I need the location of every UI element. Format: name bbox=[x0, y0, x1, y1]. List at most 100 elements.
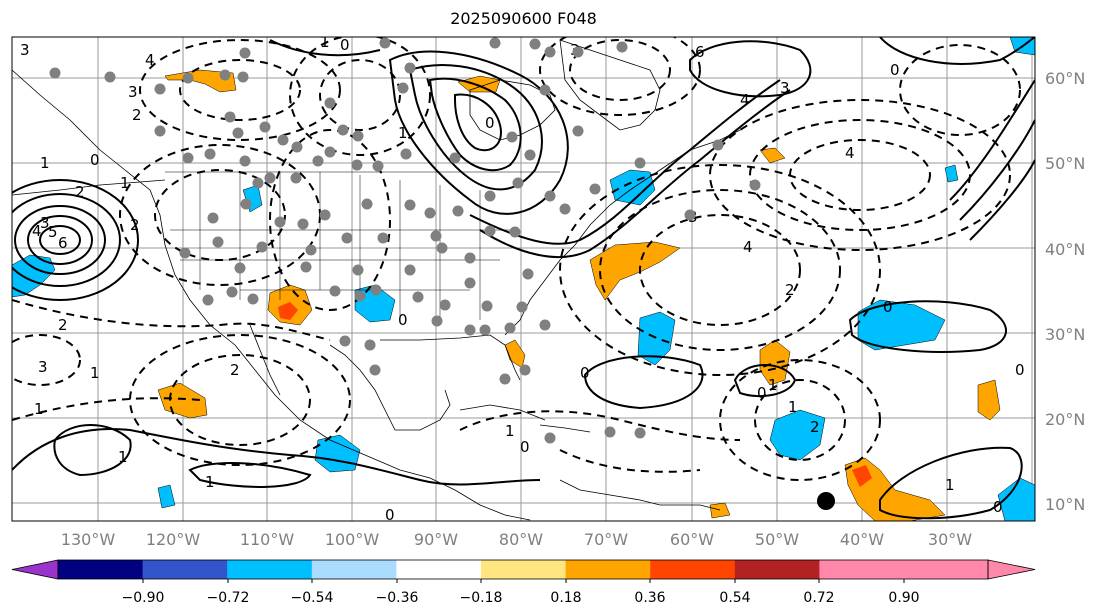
contour-label: 1 bbox=[768, 376, 778, 394]
station-marker bbox=[312, 155, 324, 167]
contour-label: 3 bbox=[40, 214, 50, 232]
station-marker bbox=[397, 82, 409, 94]
station-marker bbox=[239, 155, 251, 167]
contour-label: 1 bbox=[205, 473, 215, 491]
colorbar-segment bbox=[565, 560, 651, 579]
station-marker bbox=[372, 160, 384, 172]
station-marker bbox=[352, 130, 364, 142]
station-marker bbox=[452, 205, 464, 217]
cold-region bbox=[944, 164, 959, 183]
latitude-label: 50°N bbox=[1045, 154, 1085, 173]
storm-center-marker bbox=[817, 492, 835, 510]
station-marker bbox=[237, 71, 249, 83]
contour-label: 0 bbox=[340, 36, 350, 54]
station-marker bbox=[240, 198, 252, 210]
colorbar-segment bbox=[227, 560, 313, 579]
station-marker bbox=[424, 207, 436, 219]
colorbar-segment bbox=[481, 560, 567, 579]
longitude-label: 80°W bbox=[499, 530, 543, 549]
station-marker bbox=[370, 284, 382, 296]
contour-label: 1 bbox=[945, 476, 955, 494]
contour-label: 0 bbox=[90, 151, 100, 169]
station-marker bbox=[539, 319, 551, 331]
latitude-label: 60°N bbox=[1045, 69, 1085, 88]
contour-label: 2 bbox=[230, 361, 240, 379]
station-marker bbox=[361, 198, 373, 210]
station-marker bbox=[377, 232, 389, 244]
colorbar-segment bbox=[734, 560, 820, 579]
contour-label: 1 bbox=[90, 364, 100, 382]
station-marker bbox=[412, 291, 424, 303]
station-marker bbox=[339, 335, 351, 347]
station-marker bbox=[104, 71, 116, 83]
station-marker bbox=[634, 427, 646, 439]
contour-label: 1 bbox=[505, 422, 515, 440]
station-marker bbox=[522, 268, 534, 280]
contour-label: 6 bbox=[58, 234, 68, 252]
station-marker bbox=[544, 190, 556, 202]
latitude-label: 10°N bbox=[1045, 495, 1085, 514]
station-marker bbox=[539, 84, 551, 96]
cold-region bbox=[769, 409, 826, 461]
station-marker bbox=[484, 225, 496, 237]
station-marker bbox=[464, 252, 476, 264]
cold-region bbox=[157, 484, 176, 509]
station-marker bbox=[290, 172, 302, 184]
station-marker bbox=[234, 262, 246, 274]
station-marker bbox=[232, 127, 244, 139]
latitude-axis: 60°N 50°N 40°N 30°N 20°N 10°N bbox=[1045, 69, 1085, 514]
station-marker bbox=[49, 67, 61, 79]
station-marker bbox=[264, 172, 276, 184]
station-marker bbox=[712, 139, 724, 151]
colorbar-frame bbox=[57, 559, 989, 580]
station-marker bbox=[239, 47, 251, 59]
contour-label: 0 bbox=[993, 498, 1003, 516]
contour-label: 2 bbox=[75, 183, 85, 201]
map-frame bbox=[11, 36, 1036, 522]
latitude-label: 40°N bbox=[1045, 240, 1085, 259]
contour-label: 4 bbox=[845, 144, 855, 162]
warm-region bbox=[157, 382, 208, 419]
contour-label: 2 bbox=[130, 216, 140, 234]
contour-label: 1 bbox=[118, 448, 128, 466]
cold-region bbox=[997, 477, 1035, 521]
station-marker bbox=[179, 247, 191, 259]
station-marker bbox=[464, 324, 476, 336]
station-marker bbox=[509, 226, 521, 238]
contour-label: 0 bbox=[883, 298, 893, 316]
station-marker bbox=[499, 373, 511, 385]
contour-label: 0 bbox=[385, 506, 395, 524]
contour-label: 3 bbox=[38, 358, 48, 376]
map-title: 2025090600 F048 bbox=[450, 9, 597, 28]
station-marker bbox=[154, 83, 166, 95]
hot-region bbox=[278, 302, 298, 320]
colorbar-segment bbox=[142, 560, 228, 579]
station-marker bbox=[202, 294, 214, 306]
station-marker bbox=[207, 212, 219, 224]
latitude-label: 20°N bbox=[1045, 410, 1085, 429]
contour-label: 2 bbox=[58, 316, 68, 334]
station-marker bbox=[544, 46, 556, 58]
contour-label: 4 bbox=[743, 238, 753, 256]
contour-label: 0 bbox=[485, 114, 495, 132]
colorbar-tick-label: 0.54 bbox=[719, 590, 750, 606]
colorbar-tick-label: 0.36 bbox=[634, 590, 665, 606]
station-marker bbox=[291, 141, 303, 153]
station-marker bbox=[329, 285, 341, 297]
station-marker bbox=[524, 149, 536, 161]
station-marker bbox=[404, 62, 416, 74]
longitude-label: 120°W bbox=[146, 530, 201, 549]
contour-label: 0 bbox=[890, 61, 900, 79]
station-marker bbox=[305, 244, 317, 256]
station-marker bbox=[516, 301, 528, 313]
contour-labels: 3 4 3 2 1 0 1 2 3 4 5 6 1 0 6 3 4 3 0 4 … bbox=[20, 36, 1025, 524]
colorbar bbox=[11, 559, 1036, 583]
colorbar-max-arrow bbox=[987, 559, 1036, 580]
station-marker bbox=[182, 152, 194, 164]
station-marker bbox=[572, 46, 584, 58]
station-marker bbox=[559, 203, 571, 215]
station-marker bbox=[512, 177, 524, 189]
warm-region bbox=[164, 69, 237, 93]
station-marker bbox=[634, 157, 646, 169]
shaded-regions bbox=[12, 37, 1035, 521]
